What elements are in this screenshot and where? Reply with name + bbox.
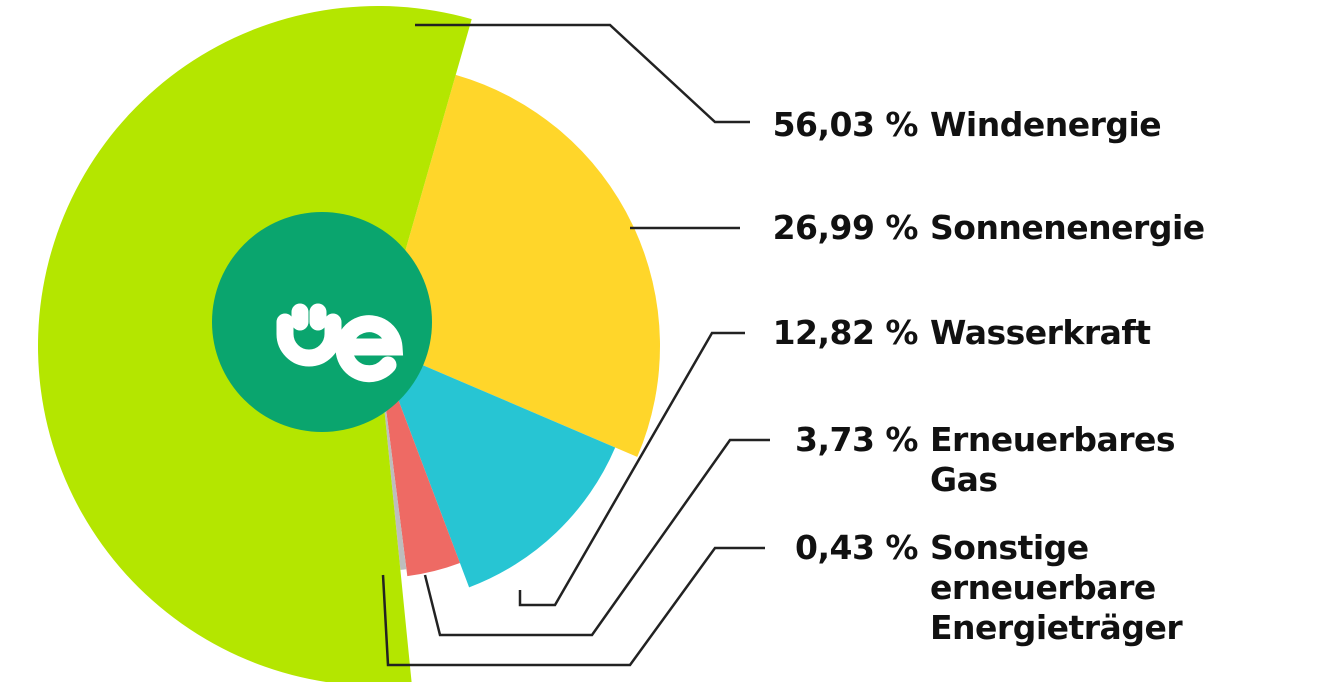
legend-label: Sonstige erneuerbare Energieträger (930, 528, 1183, 647)
value-label: 56,03 % (772, 105, 919, 144)
legend-label: Wasserkraft (930, 313, 1151, 352)
leader-line (518, 331, 745, 607)
value-label: 26,99 % (772, 208, 919, 247)
pie-slice (378, 74, 660, 457)
legend-label: Sonnenenergie (930, 208, 1205, 247)
pie-slice (378, 346, 460, 577)
legend-label: Erneuerbares Gas (930, 420, 1176, 499)
logo (276, 303, 404, 383)
value-label: 3,73 % (795, 420, 918, 459)
value-label: 0,43 % (795, 528, 918, 567)
value-label: 12,82 % (772, 313, 919, 352)
legend-label: Windenergie (930, 105, 1162, 144)
pie-slice (378, 346, 616, 588)
leader-line (423, 438, 770, 637)
leader-line (381, 546, 765, 667)
leader-line (415, 23, 750, 124)
